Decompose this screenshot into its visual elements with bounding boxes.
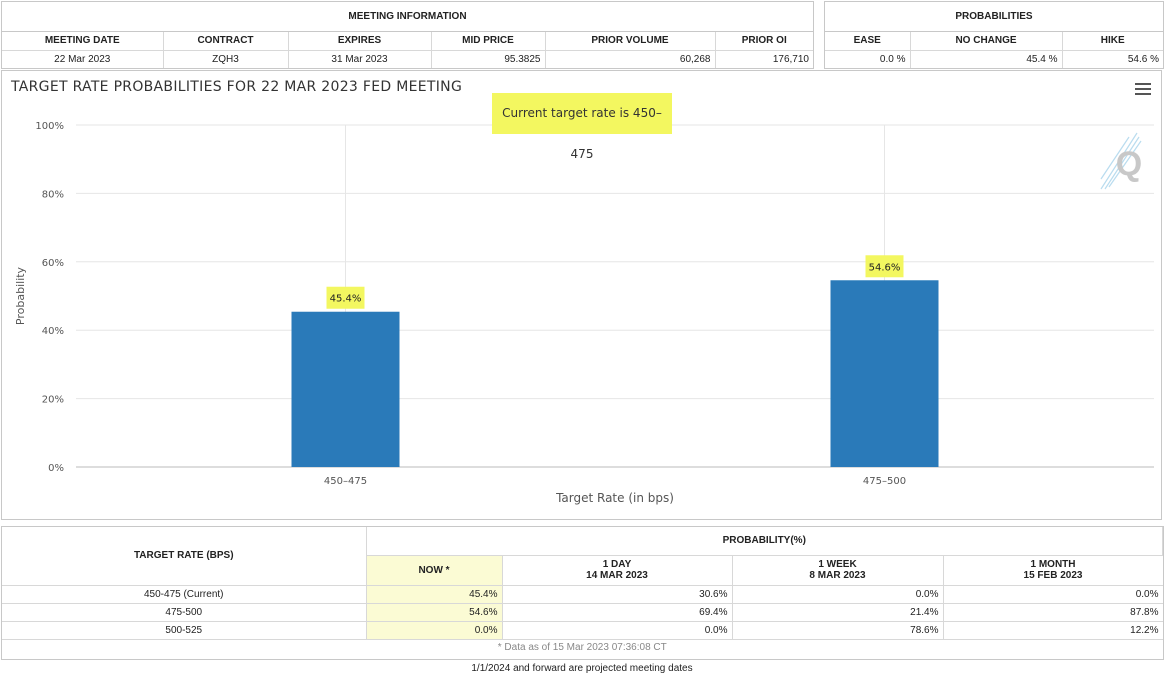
col-hike: HIKE: [1062, 32, 1163, 51]
projected-dates-note: 1/1/2024 and forward are projected meeti…: [471, 663, 693, 674]
now-cell: 54.6%: [366, 603, 503, 622]
probability-history-table: TARGET RATE (BPS) PROBABILITY(%) NOW * 1…: [2, 527, 1163, 656]
probabilities-panel: PROBABILITIES EASE NO CHANGE HIKE 0.0 % …: [824, 1, 1164, 69]
day-cell: 30.6%: [502, 585, 733, 604]
y-tick-label: 80%: [42, 189, 64, 200]
hamburger-menu-icon[interactable]: [1135, 83, 1151, 97]
y-tick-label: 100%: [35, 121, 64, 132]
svg-text:Q: Q: [1116, 145, 1142, 183]
prior-volume-value: 60,268: [545, 50, 716, 68]
x-tick-label: 450–475: [324, 476, 367, 487]
bar: [830, 280, 939, 467]
rate-cell: 450-475 (Current): [2, 585, 367, 604]
now-cell: 45.4%: [366, 585, 503, 604]
probability-table-panel: TARGET RATE (BPS) PROBABILITY(%) NOW * 1…: [1, 526, 1164, 660]
chart-title: TARGET RATE PROBABILITIES FOR 22 MAR 202…: [11, 79, 463, 95]
table-row: 475-500 54.6% 69.4% 21.4% 87.8%: [2, 603, 1163, 622]
meeting-info-panel: MEETING INFORMATION MEETING DATE CONTRAC…: [1, 1, 814, 69]
week-cell: 78.6%: [732, 621, 944, 640]
col-expires: EXPIRES: [288, 32, 432, 51]
expires-value: 31 Mar 2023: [288, 50, 432, 68]
month-cell: 87.8%: [943, 603, 1163, 622]
col-1-week: 1 WEEK 8 MAR 2023: [732, 555, 944, 586]
x-tick-label: 475–500: [863, 476, 906, 487]
col-ease: EASE: [825, 32, 911, 51]
week-cell: 21.4%: [732, 603, 944, 622]
ease-value: 0.0 %: [825, 50, 911, 68]
meeting-info-title: MEETING INFORMATION: [2, 2, 813, 32]
mid-price-value: 95.3825: [431, 50, 546, 68]
meeting-info-table: MEETING DATE CONTRACT EXPIRES MID PRICE …: [2, 32, 813, 68]
prior-oi-value: 176,710: [772, 53, 809, 65]
col-1-day-date: 14 MAR 2023: [586, 570, 648, 581]
col-prior-oi: PRIOR OI: [715, 32, 813, 51]
no-change-value: 45.4 %: [910, 50, 1063, 68]
col-now: NOW *: [366, 555, 503, 586]
month-cell: 12.2%: [943, 621, 1163, 640]
y-axis-label: Probability: [14, 266, 27, 325]
probability-header: PROBABILITY(%): [366, 527, 1163, 556]
data-label-highlight: [865, 255, 904, 278]
probability-chart: 0% 20% 40% 60% 80% 100% 45.4% 450–475 54.6% 475–5…: [14, 121, 1154, 505]
data-label: 45.4%: [330, 294, 362, 305]
col-1-month: 1 MONTH 15 FEB 2023: [943, 555, 1163, 586]
y-tick-label: 60%: [42, 258, 64, 269]
now-cell: 0.0%: [366, 621, 503, 640]
data-label: 54.6%: [869, 262, 901, 273]
day-cell: 69.4%: [502, 603, 733, 622]
probabilities-title: PROBABILITIES: [825, 2, 1163, 32]
col-1-day-label: 1 DAY: [602, 559, 632, 570]
quikstrike-logo-icon: Q: [1100, 132, 1142, 190]
week-cell: 0.0%: [732, 585, 944, 604]
col-contract: CONTRACT: [163, 32, 289, 51]
rate-cell: 475-500: [2, 603, 367, 622]
x-axis-label: Target Rate (in bps): [555, 491, 674, 505]
target-rate-header: TARGET RATE (BPS): [2, 527, 367, 586]
col-1-week-date: 8 MAR 2023: [809, 570, 866, 581]
table-row: 450-475 (Current) 45.4% 30.6% 0.0% 0.0%: [2, 585, 1163, 604]
table-row: 500-525 0.0% 0.0% 78.6% 12.2%: [2, 621, 1163, 640]
current-target-annotation: Current target rate is 450–475: [492, 93, 672, 161]
rate-cell: 500-525: [2, 621, 367, 640]
col-1-week-label: 1 WEEK: [818, 559, 857, 570]
data-label-highlight: [326, 286, 365, 309]
col-1-day: 1 DAY 14 MAR 2023: [502, 555, 733, 586]
contract-value: ZQH3: [163, 50, 289, 68]
col-prior-volume: PRIOR VOLUME: [545, 32, 716, 51]
data-timestamp-footnote: * Data as of 15 Mar 2023 07:36:08 CT: [497, 642, 667, 654]
col-1-month-label: 1 MONTH: [1030, 559, 1076, 570]
day-cell: 0.0%: [502, 621, 733, 640]
y-tick-label: 40%: [42, 326, 64, 337]
bar: [291, 311, 400, 467]
col-mid-price: MID PRICE: [431, 32, 546, 51]
col-meeting-date: MEETING DATE: [2, 32, 164, 51]
col-1-month-date: 15 FEB 2023: [1023, 570, 1083, 581]
chart-panel: 0% 20% 40% 60% 80% 100% 45.4% 450–475 54.6% 475–5…: [1, 70, 1162, 520]
meeting-date-value: 22 Mar 2023: [2, 50, 164, 68]
col-no-change: NO CHANGE: [910, 32, 1063, 51]
month-cell: 0.0%: [943, 585, 1163, 604]
hike-value: 54.6 %: [1127, 53, 1159, 65]
y-tick-label: 20%: [42, 395, 64, 406]
probabilities-table: EASE NO CHANGE HIKE 0.0 % 45.4 % 54.6 %: [825, 32, 1163, 68]
y-tick-label: 0%: [48, 463, 64, 474]
